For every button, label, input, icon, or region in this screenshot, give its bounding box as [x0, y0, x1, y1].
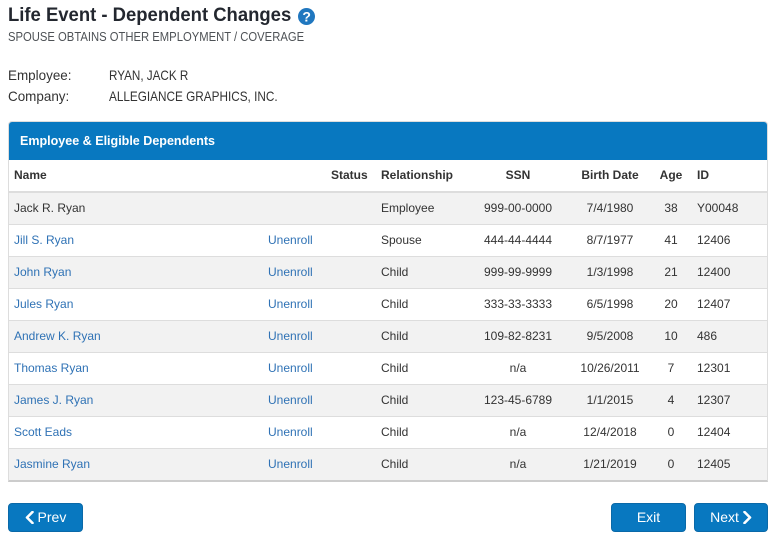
- svg-text:?: ?: [303, 8, 312, 24]
